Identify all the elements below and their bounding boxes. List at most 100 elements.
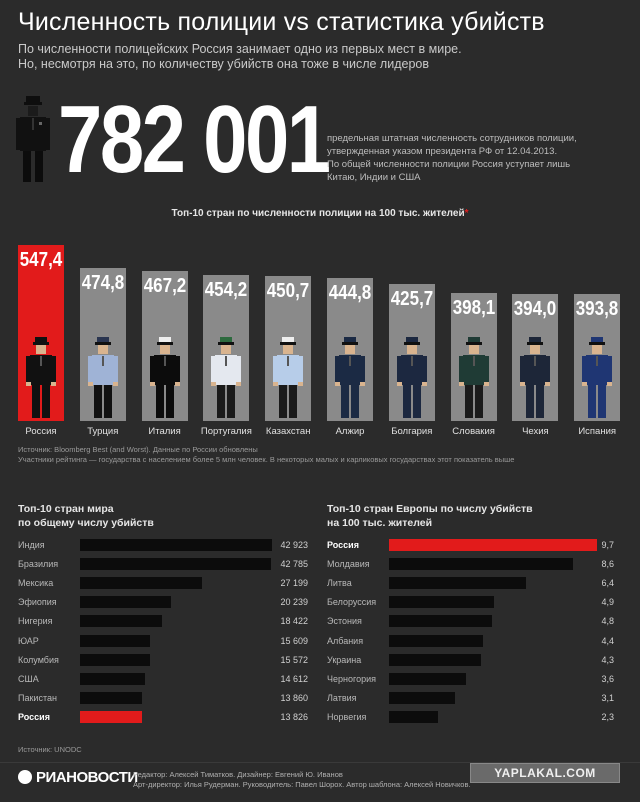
europe-murders-country-label: Латвия (327, 692, 357, 703)
world-murders-bar-value: 18 422 (280, 616, 308, 627)
police-chart-title-text: Топ-10 стран по численности полиции на 1… (171, 208, 465, 219)
headline-desc-line: Китаю, Индии и США (327, 172, 421, 183)
source-note-1: Источник: Bloomberg Best (and Worst). Да… (18, 445, 258, 454)
europe-murders-country-label: Эстония (327, 616, 362, 627)
europe-murders-bar-value: 8,6 (601, 559, 614, 570)
world-murders-bar-value: 15 572 (280, 654, 308, 665)
police-country-label: Чехия (522, 426, 549, 437)
world-murders-country-label: Мексика (18, 578, 54, 589)
world-murders-bar-value: 15 609 (280, 635, 308, 646)
police-country-label: Испания (578, 426, 617, 437)
world-murders-country-label: ЮАР (18, 635, 39, 646)
world-murders-bar-value: 27 199 (280, 578, 308, 589)
europe-murders-bar (389, 634, 484, 647)
world-murders-bar (80, 615, 163, 628)
police-officer-icon (87, 337, 118, 418)
police-country-label: Алжир (335, 426, 365, 437)
ria-logo-text: РИАНОВОСТИ (36, 769, 138, 786)
europe-murders-chart: Россия 9,7 Молдавия 8,6 Литва 6,4 Белоруссия 4,… (327, 539, 614, 723)
europe-murders-bar (389, 558, 574, 571)
world-murders-bar (80, 539, 272, 551)
europe-murders-country-label: Черногория (327, 673, 376, 684)
world-murders-bar (80, 710, 142, 723)
world-murders-bar-value: 14 612 (280, 673, 308, 684)
police-bar-value: 398,1 (452, 297, 495, 319)
ria-logo-icon (18, 770, 32, 784)
police-country-label: Португалия (200, 426, 252, 437)
europe-murders-bar-value: 6,4 (601, 578, 614, 589)
world-murders-bar (80, 672, 146, 685)
headline-desc-line: По общей численности полиции Россия усту… (327, 159, 571, 170)
europe-murders-bar-value: 4,3 (601, 654, 614, 665)
world-murders-title-line: по общему числу убийств (18, 517, 154, 529)
europe-murders-country-label: Албания (327, 635, 364, 646)
world-murders-title: Топ-10 стран мира по общему числу убийст… (18, 502, 154, 530)
world-murders-bar (80, 634, 150, 647)
police-country-label: Словакия (452, 426, 495, 437)
europe-murders-title-line: на 100 тыс. жителей (327, 517, 433, 529)
police-bar-chart: 547,4 Россия 474,8 Турция 467,2 Италия 454,2 По… (18, 245, 621, 437)
world-murders-country-label: Пакистан (18, 692, 57, 703)
ria-logo: РИАНОВОСТИ (18, 769, 138, 786)
subtitle-line-2: Но, несмотря на это, по количеству убийс… (18, 57, 429, 71)
police-officer-icon (16, 96, 50, 182)
world-murders-bar (80, 691, 142, 704)
world-murders-bar-value: 13 860 (280, 692, 308, 703)
europe-murders-bar-value: 3,1 (601, 692, 614, 703)
europe-murders-bar (389, 672, 467, 685)
europe-murders-bar (389, 577, 527, 590)
footer-divider (0, 762, 640, 763)
headline-number: 782 001 (58, 86, 331, 193)
world-murders-bar-value: 42 785 (280, 559, 308, 570)
police-chart-title-mark: * (464, 208, 469, 219)
europe-murders-bar (389, 596, 495, 609)
credits-line-1: Редактор: Алексей Тиматков. Дизайнер: Ев… (133, 770, 343, 779)
world-murders-bar (80, 653, 150, 666)
headline-description: предельная штатная численность сотрудник… (327, 132, 597, 184)
world-murders-country-label: США (18, 673, 39, 684)
world-murders-bar (80, 558, 272, 571)
europe-murders-bar-value: 3,6 (601, 673, 614, 684)
europe-murders-country-label: Украина (327, 654, 362, 665)
europe-murders-bar-value: 4,4 (601, 635, 614, 646)
police-bar-value: 454,2 (205, 278, 248, 301)
world-murders-bar-value: 42 923 (280, 540, 308, 550)
police-bar-value: 425,7 (390, 288, 434, 311)
police-officer-icon (273, 337, 304, 418)
police-country-label: Болгария (391, 426, 433, 437)
world-murders-bar-value: 20 239 (280, 597, 308, 608)
europe-murders-title-line: Топ-10 стран Европы по числу убийств (327, 503, 533, 515)
police-country-label: Турция (87, 426, 119, 437)
police-officer-icon (211, 337, 242, 418)
police-bar-value: 467,2 (143, 274, 186, 297)
world-murders-bar (80, 596, 171, 609)
police-bar-value: 394,0 (514, 298, 557, 321)
world-murders-country-label: Колумбия (18, 654, 59, 665)
europe-murders-bar-value: 4,9 (601, 597, 614, 608)
police-officer-icon (582, 337, 613, 418)
police-country-label: Казахстан (265, 426, 311, 437)
europe-murders-bar-value: 4,8 (601, 616, 614, 627)
world-murders-country-label: Бразилия (18, 559, 59, 570)
police-officer-icon (149, 337, 180, 418)
headline-desc-line: предельная штатная численность сотрудник… (327, 133, 577, 144)
police-bar-value: 393,8 (575, 298, 619, 321)
europe-murders-bar (389, 539, 597, 551)
police-bar (18, 245, 64, 421)
europe-murders-country-label: Норвегия (327, 711, 367, 722)
police-officer-icon (396, 337, 427, 418)
europe-murders-country-label: Белоруссия (327, 597, 377, 608)
police-bar-value: 474,8 (81, 272, 125, 295)
europe-murders-bar (389, 691, 456, 704)
police-bar-value: 444,8 (328, 281, 372, 304)
world-murders-title-line: Топ-10 стран мира (18, 503, 114, 515)
subtitle-line-1: По численности полицейских Россия занима… (18, 42, 462, 56)
credits-line-2: Арт-директор: Илья Рудерман. Руководител… (133, 780, 471, 789)
world-murders-chart: Индия 42 923 Бразилия 42 785 Мексика 27 199 Эф… (0, 0, 320, 740)
europe-murders-title: Топ-10 стран Европы по числу убийств на … (327, 502, 533, 530)
police-country-label: Россия (25, 426, 57, 437)
world-murders-bar (80, 577, 202, 590)
police-officer-icon (520, 337, 551, 418)
police-officer-icon (335, 337, 365, 418)
europe-murders-bar (389, 710, 439, 723)
